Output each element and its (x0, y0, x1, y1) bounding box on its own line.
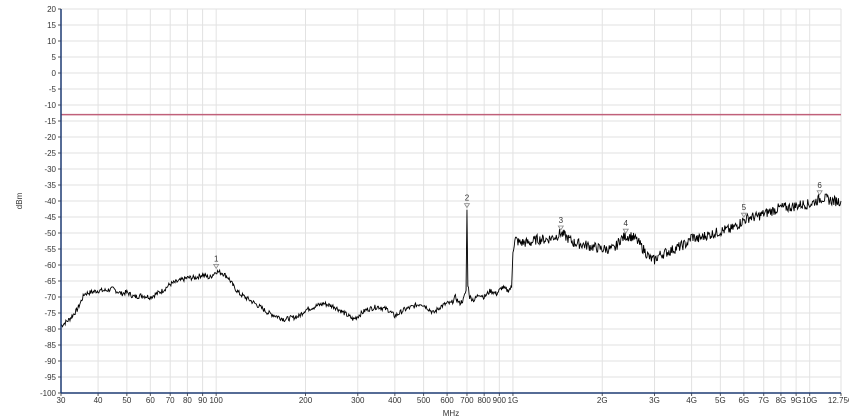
marker-label: 5 (742, 203, 747, 212)
y-tick-label: -15 (44, 117, 56, 126)
x-tick-label: 500 (417, 396, 431, 405)
x-tick-label: 400 (388, 396, 402, 405)
y-tick-label: -50 (44, 229, 56, 238)
x-tick-label: 60 (146, 396, 155, 405)
x-tick-label: 90 (198, 396, 207, 405)
x-tick-label: 3G (649, 396, 660, 405)
series-layer (60, 193, 842, 328)
marker-triangle (740, 212, 748, 218)
y-tick-label: -35 (44, 181, 56, 190)
x-tick-label: 100 (209, 396, 223, 405)
marker-triangle (212, 264, 220, 270)
y-tick-label: -5 (49, 85, 57, 94)
marker-triangle (622, 228, 629, 234)
marker-label: 4 (624, 219, 629, 228)
y-tick-label: -100 (40, 389, 57, 398)
y-tick-label: -65 (44, 277, 56, 286)
y-tick-label: 0 (52, 69, 57, 78)
x-tick-label: 6G (739, 396, 750, 405)
y-tick-label: 10 (47, 37, 56, 46)
x-axis-title: MHz (443, 409, 459, 418)
marker-layer: 1 2 3 4 5 6 (212, 181, 823, 270)
x-tick-label: 30 (57, 396, 66, 405)
y-tick-label: -20 (44, 133, 56, 142)
x-tick-label: 80 (183, 396, 192, 405)
x-tick-label: 50 (122, 396, 131, 405)
marker-triangle (816, 190, 823, 196)
x-tick-label: 2G (597, 396, 608, 405)
y-tick-label: -80 (44, 325, 56, 334)
x-tick-label: 70 (166, 396, 175, 405)
marker-triangle (557, 225, 565, 231)
y-axis-title: dBm (15, 192, 24, 209)
marker-label: 1 (214, 254, 219, 263)
marker-label: 2 (465, 194, 470, 203)
x-tick-label: 800 (477, 396, 491, 405)
x-tick-label: 7G (758, 396, 769, 405)
y-tick-label: -30 (44, 165, 56, 174)
y-tick-label: -40 (44, 197, 56, 206)
x-tick-label: 900 (493, 396, 507, 405)
tick-labels: 20151050-5-10-15-20-25-30-35-40-45-50-55… (40, 5, 849, 405)
y-tick-label: -75 (44, 309, 56, 318)
x-tick-label: 5G (715, 396, 726, 405)
marker-label: 3 (559, 216, 564, 225)
y-tick-label: -10 (44, 101, 56, 110)
x-tick-label: 600 (440, 396, 454, 405)
marker-label: 6 (817, 181, 822, 190)
x-tick-label: 8G (776, 396, 787, 405)
y-tick-label: 20 (47, 5, 56, 14)
y-tick-label: -90 (44, 357, 56, 366)
y-tick-label: -55 (44, 245, 56, 254)
series-trace (60, 193, 842, 328)
y-tick-label: -85 (44, 341, 56, 350)
x-tick-label: 700 (460, 396, 474, 405)
y-tick-label: -25 (44, 149, 56, 158)
y-tick-label: 5 (52, 53, 57, 62)
x-tick-label: 12.75G (828, 396, 849, 405)
y-tick-label: -45 (44, 213, 56, 222)
y-tick-label: -70 (44, 293, 56, 302)
x-tick-label: 4G (686, 396, 697, 405)
x-tick-label: 10G (802, 396, 817, 405)
axes (58, 8, 842, 396)
marker-triangle (463, 203, 471, 209)
x-tick-label: 40 (94, 396, 103, 405)
x-tick-label: 9G (791, 396, 802, 405)
x-tick-label: 200 (299, 396, 313, 405)
y-tick-label: -95 (44, 373, 56, 382)
y-tick-label: 15 (47, 21, 56, 30)
x-tick-label: 300 (351, 396, 365, 405)
x-tick-label: 1G (508, 396, 519, 405)
y-tick-label: -60 (44, 261, 56, 270)
